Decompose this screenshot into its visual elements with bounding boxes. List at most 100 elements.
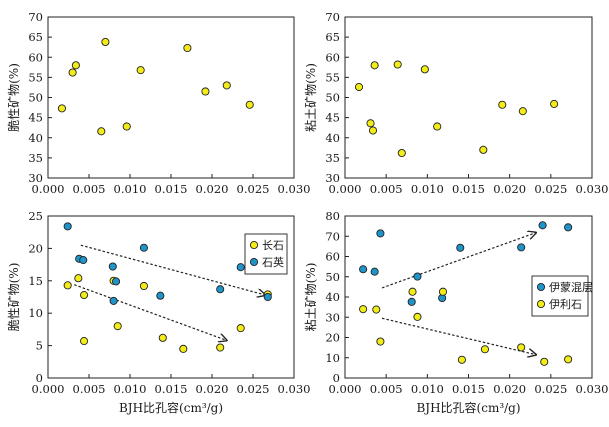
- x-tick-label: 0.030: [278, 182, 311, 196]
- data-point: [245, 100, 254, 109]
- data-point: [480, 345, 490, 354]
- y-axis-label: 粘土矿物(%): [303, 63, 318, 132]
- data-point: [216, 285, 225, 294]
- x-tick-label: 0.030: [576, 182, 609, 196]
- data-point: [564, 223, 573, 232]
- x-tick-label: 0.025: [237, 382, 270, 396]
- y-tick-label: 30: [325, 310, 340, 324]
- x-tick-label: 0.000: [32, 182, 65, 196]
- plot-frame: [344, 16, 593, 179]
- y-tick-label: 45: [28, 111, 43, 125]
- y-tick-label: 40: [325, 131, 340, 145]
- x-tick-label: 0.030: [576, 382, 609, 396]
- data-point: [397, 148, 406, 158]
- x-tick-label: 0.020: [493, 182, 526, 196]
- data-point: [97, 127, 106, 136]
- y-tick-label: 20: [325, 331, 340, 345]
- legend-marker: [249, 240, 259, 250]
- x-tick-label: 0.010: [114, 182, 147, 196]
- y-tick-label: 20: [28, 241, 43, 255]
- x-tick-label: 0.005: [73, 182, 106, 196]
- data-point: [354, 82, 364, 92]
- legend-box: [531, 275, 589, 317]
- x-tick-label: 0.030: [278, 382, 311, 396]
- data-point: [108, 262, 117, 271]
- y-tick-label: 50: [28, 91, 43, 105]
- y-tick-label: 30: [325, 171, 340, 185]
- x-tick-label: 0.005: [370, 182, 403, 196]
- y-tick-label: 65: [325, 30, 340, 44]
- y-axis-label: 脆性矿物(%): [6, 263, 21, 332]
- data-point: [433, 122, 442, 131]
- data-point: [456, 243, 465, 252]
- y-tick-label: 25: [28, 209, 43, 223]
- data-point: [517, 343, 526, 352]
- panel-top-right: 0.000 0.005 0.010 0.015 0.020 0.025 0.030 30 35 4…: [303, 10, 608, 196]
- data-point: [179, 344, 188, 353]
- data-point: [71, 61, 80, 70]
- data-point: [113, 322, 122, 331]
- x-tick-label: 0.020: [493, 382, 526, 396]
- y-tick-label: 0: [36, 371, 43, 385]
- data-point: [156, 291, 165, 300]
- x-tick-label: 0.005: [73, 382, 106, 396]
- trend-arrow: [381, 317, 536, 354]
- legend-label: 伊利石: [549, 298, 582, 311]
- data-point: [564, 355, 573, 364]
- x-tick-label: 0.020: [196, 182, 229, 196]
- data-point: [139, 243, 148, 252]
- y-tick-label: 10: [28, 306, 43, 320]
- x-tick-label: 0.010: [114, 382, 147, 396]
- data-point: [393, 60, 402, 69]
- data-point: [359, 265, 368, 274]
- data-point: [236, 324, 245, 333]
- data-point: [158, 333, 167, 342]
- x-tick-label: 0.015: [155, 182, 188, 196]
- x-tick-label: 0.000: [329, 182, 362, 196]
- data-point: [370, 61, 379, 70]
- y-tick-label: 40: [28, 131, 43, 145]
- x-tick-label: 0.025: [237, 182, 270, 196]
- data-point: [538, 221, 547, 230]
- data-point: [540, 357, 549, 366]
- trend-arrow: [74, 284, 227, 341]
- data-point: [550, 99, 559, 108]
- plot-frame: [47, 16, 295, 179]
- data-point: [413, 272, 422, 281]
- y-tick-label: 55: [28, 70, 43, 84]
- panel-top-left: 0.000 0.005 0.010 0.015 0.020 0.025 0.030 30 35 4…: [6, 10, 310, 196]
- x-axis-label: BJH比孔容(cm³/g): [119, 400, 223, 415]
- y-tick-label: 70: [28, 10, 43, 24]
- data-point: [236, 263, 245, 272]
- trend-arrow: [80, 244, 265, 295]
- data-point: [109, 296, 118, 305]
- data-point: [359, 305, 368, 314]
- data-point: [438, 287, 448, 296]
- data-point: [136, 66, 145, 75]
- data-point: [479, 145, 488, 154]
- y-tick-label: 50: [325, 91, 340, 105]
- x-tick-label: 0.020: [196, 382, 229, 396]
- legend-label: 长石: [262, 239, 284, 252]
- data-point: [63, 281, 72, 290]
- data-point: [518, 107, 527, 116]
- data-point: [263, 292, 272, 302]
- x-tick-label: 0.005: [370, 382, 403, 396]
- data-point: [368, 126, 378, 135]
- y-tick-label: 40: [325, 290, 340, 304]
- data-point: [407, 297, 416, 306]
- data-point: [68, 68, 77, 77]
- y-tick-label: 0: [333, 371, 340, 385]
- legend-marker: [536, 282, 546, 292]
- data-point: [216, 343, 225, 352]
- legend-marker: [536, 299, 546, 309]
- data-point: [79, 256, 88, 265]
- x-tick-label: 0.010: [411, 382, 444, 396]
- legend-marker: [249, 257, 259, 267]
- data-point: [80, 337, 89, 346]
- data-point: [413, 312, 422, 321]
- panel-bottom-left: 0.000 0.005 0.010 0.015 0.020 0.025 0.030 0 5 10 1…: [6, 209, 310, 415]
- data-point: [376, 337, 385, 346]
- data-point: [183, 43, 192, 53]
